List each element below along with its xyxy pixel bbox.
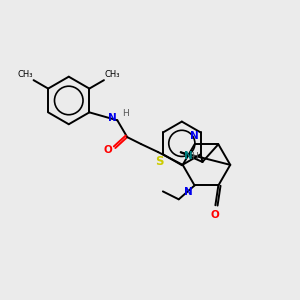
Text: N: N	[108, 113, 116, 123]
Text: O: O	[103, 145, 112, 155]
Text: S: S	[155, 155, 163, 168]
Text: N: N	[184, 188, 193, 197]
Text: N: N	[184, 151, 193, 161]
Text: N: N	[190, 131, 199, 141]
Text: CH₃: CH₃	[17, 70, 33, 79]
Text: O: O	[210, 210, 219, 220]
Text: H: H	[190, 152, 197, 161]
Text: H: H	[122, 109, 129, 118]
Text: CH₃: CH₃	[105, 70, 120, 79]
